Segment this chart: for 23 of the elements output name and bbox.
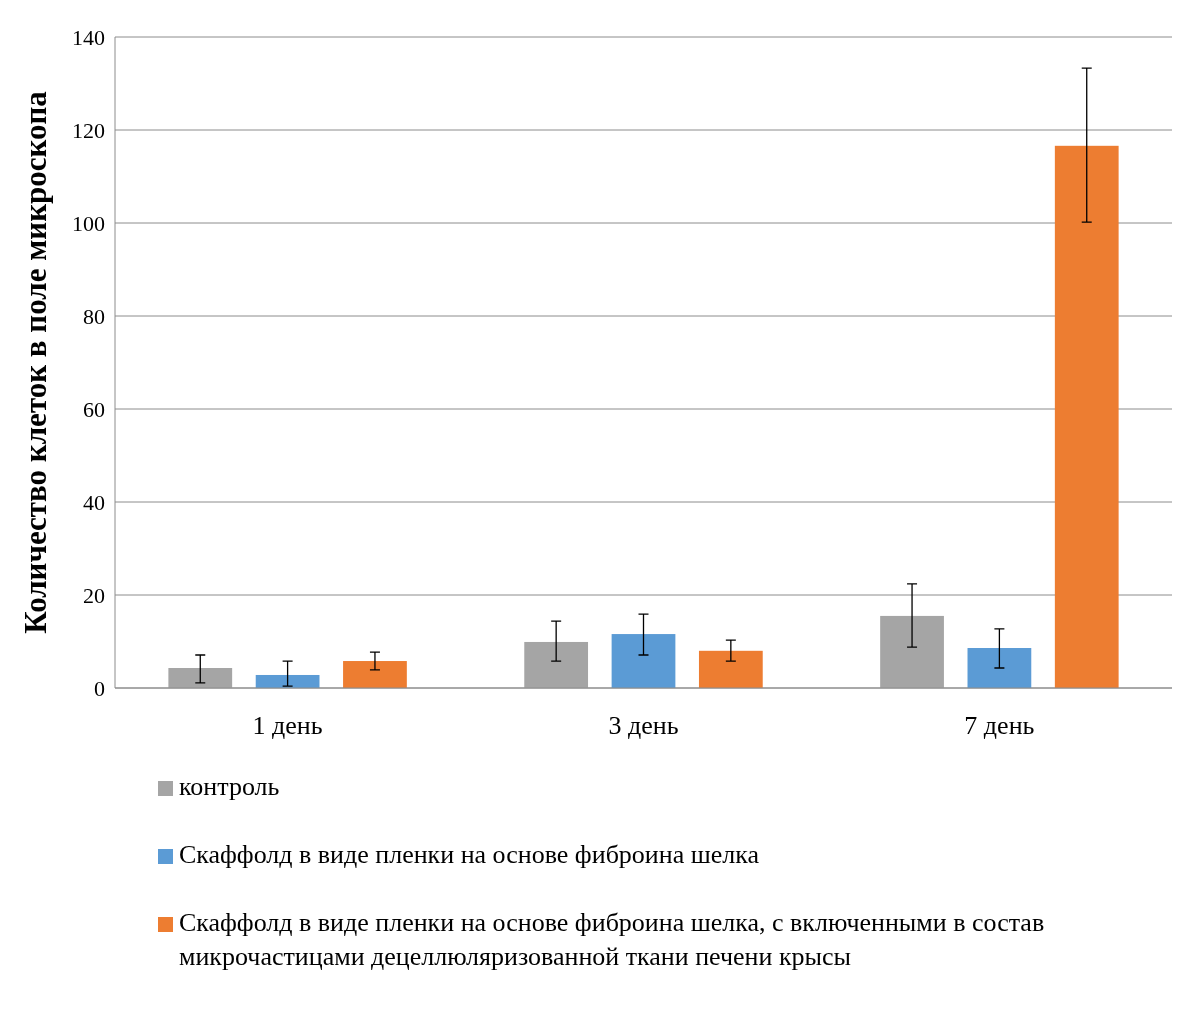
y-tick-label: 120 <box>72 117 105 143</box>
bar <box>168 668 233 688</box>
bar <box>967 648 1032 688</box>
bar <box>524 641 589 688</box>
y-tick-label: 140 <box>72 24 105 50</box>
legend-label: Скаффолд в виде пленки на основе фиброина шелка, с включенными в состав микрочастицами децеллюляризованной ткани печени крысы <box>179 908 1045 971</box>
bar <box>698 650 763 688</box>
x-tick-label: 7 день <box>964 711 1035 740</box>
bar <box>611 634 676 688</box>
y-tick-label: 40 <box>83 489 105 515</box>
x-tick-label: 3 день <box>608 711 679 740</box>
y-tick-label: 20 <box>83 582 105 608</box>
y-tick-label: 80 <box>83 303 105 329</box>
y-tick-label: 100 <box>72 210 105 236</box>
y-tick-label: 0 <box>94 675 105 701</box>
y-tick-label: 60 <box>83 396 105 422</box>
bar <box>1054 145 1119 688</box>
x-tick-label: 1 день <box>252 711 323 740</box>
bar <box>343 661 407 688</box>
y-axis-title: Количество клеток в поле микроскопа <box>18 90 53 634</box>
legend-label: Скаффолд в виде пленки на основе фиброина шелка <box>179 840 760 869</box>
legend-label: контроль <box>179 772 280 801</box>
bar <box>880 615 944 688</box>
